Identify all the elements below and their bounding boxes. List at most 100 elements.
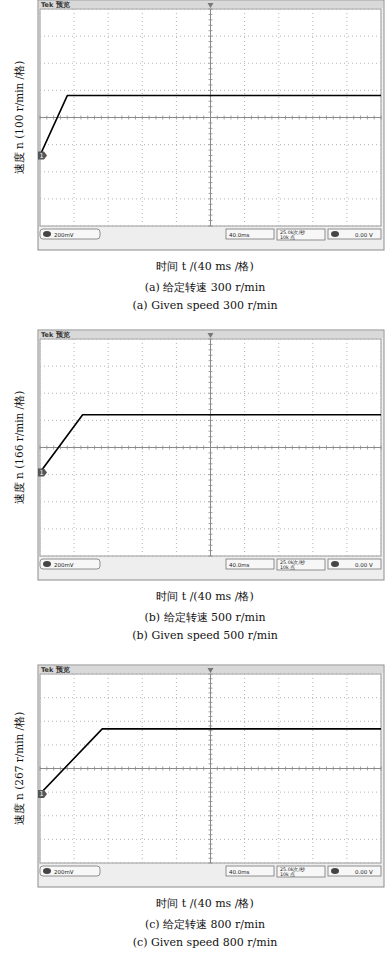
minor-tick (265, 446, 266, 450)
channel-marker (38, 468, 47, 476)
scope-frame (38, 0, 384, 250)
minor-tick (60, 116, 61, 120)
minor-tick (209, 41, 213, 42)
minor-tick (292, 767, 293, 771)
caption: (c) 给定转速 800 r/min (145, 918, 265, 931)
minor-tick (224, 767, 225, 771)
status-box (226, 866, 274, 876)
minor-tick (209, 744, 213, 745)
minor-tick (196, 767, 197, 771)
minor-tick (285, 446, 286, 450)
channel-label: 1 (40, 152, 44, 160)
minor-tick (176, 446, 177, 450)
channel-label: 1 (40, 469, 44, 477)
minor-tick (87, 446, 88, 450)
y-grid-line (40, 556, 381, 557)
x-grid-line (74, 339, 75, 556)
minor-tick (237, 767, 238, 771)
minor-tick (87, 767, 88, 771)
minor-tick (209, 112, 213, 113)
plot-area (40, 339, 381, 556)
minor-tick (209, 9, 213, 10)
record-length: 10k 点 (280, 871, 295, 877)
y-grid-line (40, 474, 381, 475)
scope-frame (38, 330, 384, 580)
status-box (40, 559, 100, 569)
minor-tick (367, 116, 368, 120)
minor-tick (67, 767, 68, 771)
record-length: 10k 点 (280, 234, 295, 240)
minor-tick (203, 116, 204, 120)
trigger-level: 0.00 V (355, 562, 373, 568)
x-grid-line (176, 674, 177, 863)
trigger-marker (208, 3, 214, 8)
minor-tick (209, 507, 213, 508)
minor-tick (209, 820, 213, 821)
scope-brand: Tek 预览 (41, 666, 70, 674)
minor-tick (209, 463, 213, 464)
minor-tick (40, 116, 41, 120)
minor-tick (209, 57, 213, 58)
minor-tick (346, 767, 347, 771)
x-grid-line (142, 339, 143, 556)
y-grid-line (40, 144, 381, 145)
minor-tick (121, 767, 122, 771)
minor-tick (53, 446, 54, 450)
minor-tick (209, 452, 213, 453)
minor-tick (142, 446, 143, 450)
minor-tick (251, 446, 252, 450)
minor-tick (209, 485, 213, 486)
scope-frame (38, 665, 384, 887)
trace-group (40, 415, 381, 473)
speed-trace (40, 729, 381, 794)
minor-tick (209, 420, 213, 421)
minor-tick (209, 376, 213, 377)
minor-tick (80, 116, 81, 120)
channel-badge (43, 231, 51, 237)
channel-marker (38, 790, 47, 798)
minor-tick (209, 839, 213, 840)
x-grid-line (381, 9, 382, 226)
minor-tick (353, 767, 354, 771)
y-grid-line (40, 528, 381, 529)
minor-tick (209, 490, 213, 491)
minor-tick (74, 767, 75, 771)
y-grid-line (40, 339, 381, 340)
minor-tick (209, 674, 213, 675)
minor-tick (209, 545, 213, 546)
minor-tick (209, 474, 213, 475)
status-box (277, 866, 325, 877)
minor-tick (209, 556, 213, 557)
x-grid-line (40, 674, 41, 863)
minor-tick (224, 116, 225, 120)
minor-tick (209, 796, 213, 797)
y-grid-line (40, 117, 381, 118)
minor-tick (209, 409, 213, 410)
minor-tick (217, 767, 218, 771)
minor-tick (94, 446, 95, 450)
minor-tick (108, 446, 109, 450)
minor-tick (209, 782, 213, 783)
x-grid-line (108, 339, 109, 556)
minor-tick (319, 116, 320, 120)
minor-tick (209, 117, 213, 118)
minor-tick (209, 825, 213, 826)
minor-tick (40, 446, 41, 450)
status-box (328, 229, 381, 239)
plot-area (40, 9, 381, 226)
minor-tick (162, 116, 163, 120)
x-grid-line (346, 9, 347, 226)
y-grid-line (40, 674, 381, 675)
minor-tick (353, 446, 354, 450)
minor-tick (190, 116, 191, 120)
minor-tick (209, 166, 213, 167)
y-grid-line (40, 226, 381, 227)
minor-tick (209, 36, 213, 37)
status-box (328, 866, 381, 876)
minor-tick (53, 116, 54, 120)
minor-tick (209, 398, 213, 399)
minor-tick (209, 501, 213, 502)
x-grid-line (142, 674, 143, 863)
channel-badge (43, 868, 51, 874)
minor-tick (209, 768, 213, 769)
